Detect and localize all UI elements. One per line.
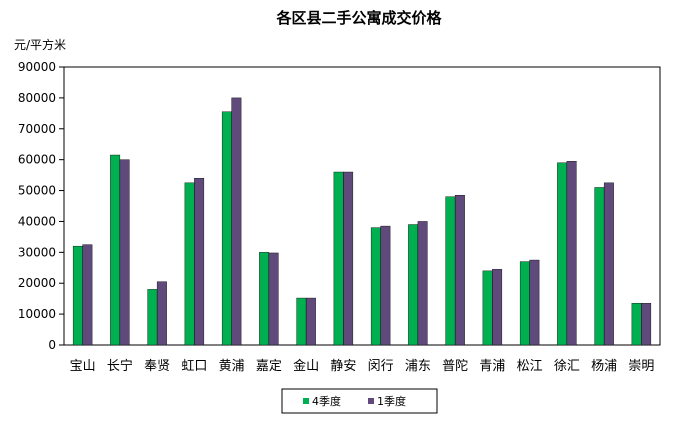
legend-label-4q: 4季度: [312, 394, 341, 408]
y-tick-label: 90000: [18, 60, 56, 74]
bar-1q-15: [641, 303, 652, 346]
x-category-label: 虹口: [181, 359, 207, 374]
x-category-label: 静安: [330, 359, 356, 374]
legend-swatch-1q: [368, 398, 374, 404]
bars: [72, 97, 652, 346]
x-category-label: 青浦: [479, 359, 505, 374]
bar-1q-6: [305, 297, 316, 346]
bar-4q-3: [184, 182, 195, 346]
bar-4q-14: [594, 187, 605, 346]
legend: 4季度 1季度: [281, 388, 438, 414]
y-tick-label: 20000: [18, 276, 56, 290]
bar-1q-2: [156, 281, 167, 346]
bar-4q-1: [110, 154, 121, 346]
x-category-label: 徐汇: [554, 359, 580, 374]
x-category-label: 普陀: [442, 358, 468, 374]
y-tick-label: 10000: [18, 307, 56, 321]
x-category-label: 浦东: [405, 359, 431, 374]
x-category-label: 宝山: [70, 359, 96, 374]
bar-4q-2: [147, 289, 158, 346]
legend-swatch-4q: [303, 398, 309, 404]
bar-4q-0: [72, 245, 83, 346]
bar-1q-3: [194, 177, 205, 346]
x-category-label: 金山: [293, 358, 319, 374]
bar-4q-15: [631, 303, 642, 346]
bar-1q-10: [454, 194, 465, 346]
y-tick-label: 40000: [18, 214, 56, 228]
bar-1q-9: [417, 221, 428, 346]
y-tick-label: 0: [48, 338, 56, 352]
y-axis-ticks: 0 10000 20000 30000 40000 50000 60000 70000 8000…: [18, 60, 64, 352]
bar-1q-0: [82, 244, 93, 346]
bar-4q-10: [445, 196, 456, 346]
y-tick-label: 50000: [18, 184, 56, 198]
y-tick-label: 70000: [18, 122, 56, 136]
x-axis-labels: 宝山 长宁 奉贤 虹口 黄浦 嘉定 金山 静安 闵行 浦东 普陀 青浦 松江 徐汇 杨浦 崇明: [70, 358, 655, 374]
bar-4q-13: [557, 162, 568, 346]
x-category-label: 嘉定: [256, 359, 282, 374]
bar-1q-14: [603, 182, 614, 346]
bar-4q-6: [296, 297, 307, 346]
x-category-label: 闵行: [368, 359, 394, 374]
y-axis-unit-label: 元/平方米: [14, 37, 66, 52]
y-tick-label: 30000: [18, 245, 56, 259]
x-category-label: 黄浦: [219, 359, 245, 374]
x-category-label: 松江: [517, 359, 543, 374]
y-tick-label: 80000: [18, 91, 56, 105]
bar-4q-4: [221, 111, 232, 346]
bar-1q-11: [492, 269, 503, 346]
x-category-label: 长宁: [107, 358, 133, 374]
bar-4q-5: [259, 252, 270, 346]
x-category-label: 杨浦: [591, 359, 617, 374]
bar-4q-7: [333, 171, 344, 346]
bar-4q-9: [408, 224, 419, 346]
y-tick-label: 60000: [18, 153, 56, 167]
bar-1q-7: [343, 171, 354, 346]
bar-1q-4: [231, 97, 242, 346]
bar-1q-1: [119, 159, 130, 346]
bar-4q-11: [482, 270, 493, 346]
x-category-label: 崇明: [628, 359, 654, 374]
bar-1q-12: [529, 259, 540, 346]
chart-title: 各区县二手公寓成交价格: [275, 9, 442, 27]
x-category-label: 奉贤: [144, 359, 170, 374]
bar-4q-8: [370, 227, 381, 346]
bar-1q-13: [566, 161, 577, 346]
bar-4q-12: [519, 261, 530, 346]
legend-label-1q: 1季度: [377, 394, 406, 408]
bar-1q-5: [268, 252, 279, 346]
bar-1q-8: [380, 225, 391, 346]
